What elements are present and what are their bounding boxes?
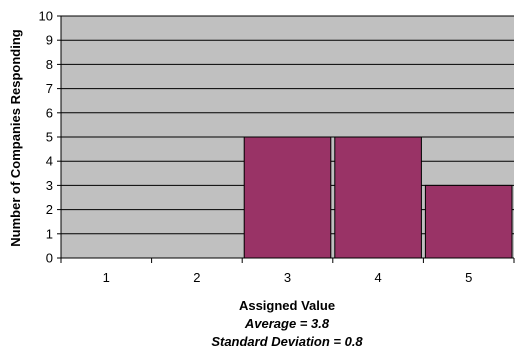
y-tick-label: 9 (46, 33, 53, 48)
bar-5 (424, 184, 513, 259)
x-tick-label: 1 (103, 270, 110, 285)
y-axis-title: Number of Companies Responding (8, 29, 23, 246)
x-tick-label: 5 (465, 270, 472, 285)
x-axis-title: Assigned Value (239, 298, 335, 313)
y-tick-label: 4 (46, 154, 53, 169)
y-tick-labels: 0 1 2 3 4 5 6 7 8 9 10 (39, 9, 53, 266)
x-tick-label: 3 (284, 270, 291, 285)
y-tick-label: 2 (46, 202, 53, 217)
y-tick-label: 0 (46, 251, 53, 266)
y-tick-label: 6 (46, 105, 53, 120)
y-tick-label: 10 (39, 9, 53, 24)
axes (57, 15, 515, 263)
std-dev-annotation: Standard Deviation = 0.8 (211, 334, 363, 349)
x-tick-labels: 1 2 3 4 5 (103, 270, 473, 285)
bar-4 (334, 136, 422, 259)
x-tick-label: 4 (374, 270, 381, 285)
bar-3 (243, 136, 332, 259)
y-tick-label: 7 (46, 81, 53, 96)
y-tick-label: 1 (46, 226, 53, 241)
y-tick-label: 5 (46, 130, 53, 145)
y-tick-label: 3 (46, 178, 53, 193)
x-tick-label: 2 (193, 270, 200, 285)
average-annotation: Average = 3.8 (244, 316, 330, 331)
bars (243, 136, 513, 259)
y-tick-label: 8 (46, 57, 53, 72)
